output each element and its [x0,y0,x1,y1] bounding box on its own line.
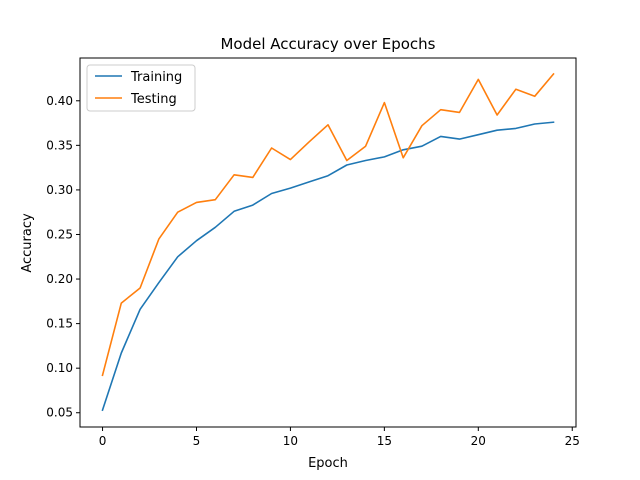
x-tick-label: 5 [193,434,201,448]
y-tick-label: 0.25 [46,227,73,241]
y-tick-label: 0.15 [46,317,73,331]
y-tick-label: 0.30 [46,183,73,197]
series-line-training [101,121,555,412]
axes-frame [79,57,577,428]
y-axis-label: Accuracy [20,213,35,273]
x-tick-label: 20 [471,434,486,448]
x-axis-label: Epoch [308,456,348,471]
x-tick-label: 15 [377,434,392,448]
series-line-testing [101,72,555,377]
legend-label-testing: Testing [130,92,177,107]
y-tick-label: 0.05 [46,406,73,420]
x-tick-label: 0 [99,434,107,448]
legend-label-training: Training [130,70,182,85]
x-tick-label: 25 [565,434,580,448]
y-tick-label: 0.10 [46,361,73,375]
y-tick-label: 0.40 [46,94,73,108]
y-tick-label: 0.35 [46,138,73,152]
legend: Training Testing [86,64,196,112]
y-tick-label: 0.20 [46,272,73,286]
x-tick-label: 10 [283,434,298,448]
chart-title: Model Accuracy over Epochs [220,35,435,53]
plot-area: 0 5 10 15 20 25 0.05 0.10 0.15 0.20 0.25 0.30 0.35 0.… [46,57,580,448]
